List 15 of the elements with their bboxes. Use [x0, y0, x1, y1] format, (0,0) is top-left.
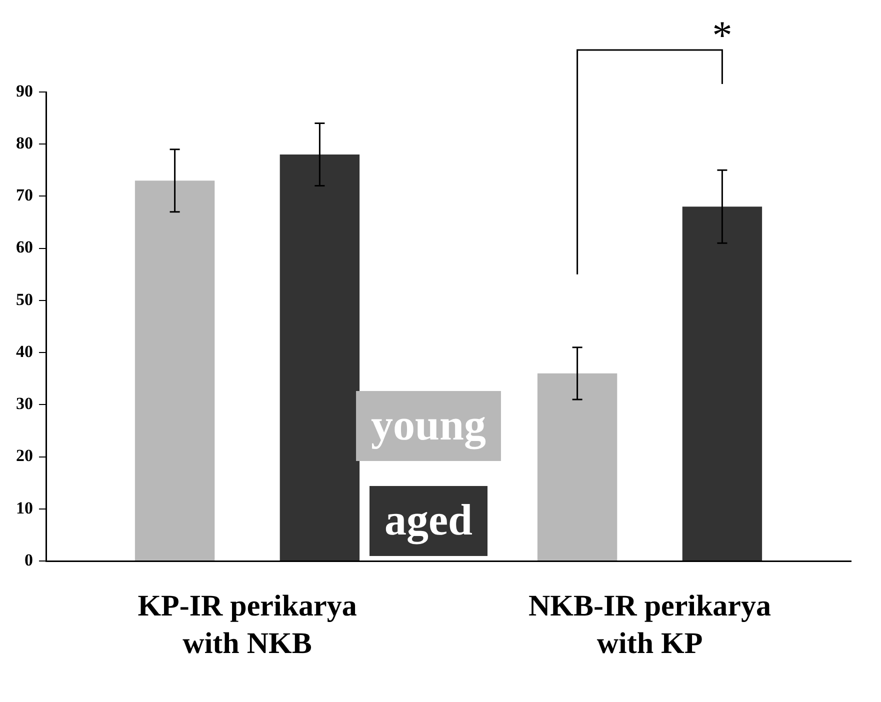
- y-tick-label: 50: [16, 290, 33, 309]
- y-tick-label: 10: [16, 498, 33, 518]
- x-tick-label: NKB-IR perikarya with KP: [528, 590, 771, 660]
- y-tick-label: 20: [16, 446, 33, 466]
- x-tick-label: KP-IR perikarya with NKB: [138, 590, 357, 660]
- text: *: [712, 12, 732, 58]
- y-tick-label: 40: [16, 342, 33, 361]
- y-tick-label: 80: [16, 134, 33, 152]
- y-tick-label: 0: [24, 550, 33, 570]
- y-tick-label: 60: [16, 238, 33, 257]
- series-label: young: [371, 400, 486, 450]
- series-label: aged: [384, 495, 472, 544]
- y-tick-label: 90: [16, 81, 33, 100]
- y-tick-label: 30: [16, 394, 33, 414]
- y-tick-label: 70: [16, 186, 33, 205]
